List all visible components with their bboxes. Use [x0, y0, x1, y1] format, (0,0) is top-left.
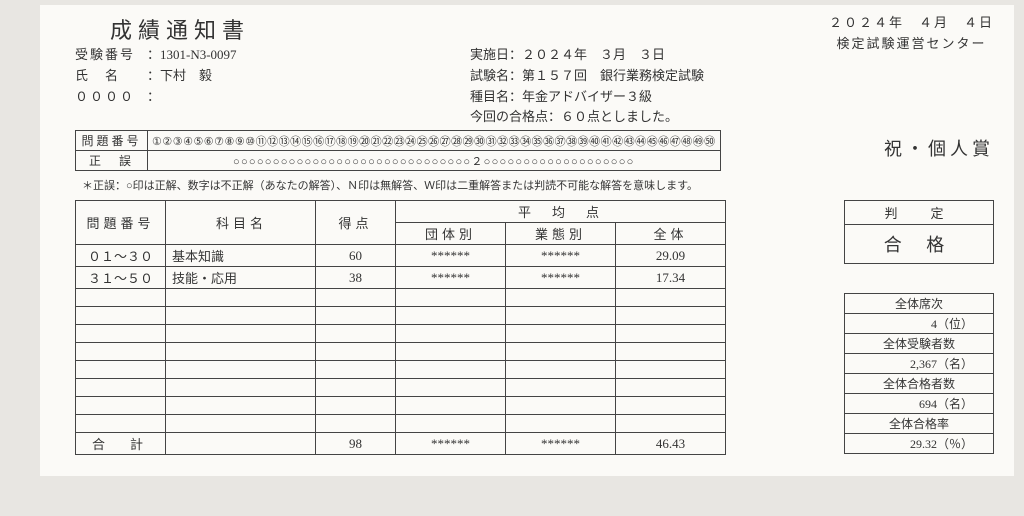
answer-row1-nums: ①②③④⑤⑥⑦⑧⑨⑩⑪⑫⑬⑭⑮⑯⑰⑱⑲⑳㉑㉒㉓㉔㉕㉖㉗㉘㉙㉚㉛㉜㉝㉞㉟㊱㊲㊳㊴㊵… — [148, 131, 721, 151]
table-row — [76, 325, 726, 343]
answer-row2-label: 正 誤 — [76, 151, 148, 171]
result-label: 判 定 — [845, 201, 994, 225]
passmark: ６０点としました。 — [561, 109, 678, 124]
exam-date: ２０２４年 ３月 ３日 — [522, 47, 665, 62]
exam-date-label: 実施日： — [470, 47, 522, 62]
table-row — [76, 289, 726, 307]
examinees-label: 全体受験者数 — [845, 334, 994, 354]
exam-subject: 年金アドバイザー３級 — [522, 89, 652, 104]
report-sheet: 成績通知書 受験番号：1301-N3-0097 氏 名：下村 毅 ００００： 実… — [40, 5, 1014, 476]
rate-value: 29.32（％） — [845, 434, 994, 454]
table-row — [76, 379, 726, 397]
table-row: ３１～５０ 技能・応用 38 ****** ****** 17.34 — [76, 267, 726, 289]
rank-label: 全体席次 — [845, 294, 994, 314]
hdr-question: 問題番号 — [76, 201, 166, 245]
hdr-subject: 科目名 — [166, 201, 316, 245]
applicant-block: 受験番号：1301-N3-0097 氏 名：下村 毅 ００００： — [75, 45, 237, 107]
applicant-name: 下村 毅 — [160, 68, 212, 83]
hdr-industry: 業態別 — [506, 223, 616, 245]
result-value: 合 格 — [845, 225, 994, 264]
hdr-score: 得点 — [316, 201, 396, 245]
score-area: 問題番号 科目名 得点 平 均 点 団体別 業態別 全体 ０１～３０ 基本知識 … — [75, 200, 726, 455]
issuer-block: ２０２４年 ４月 ４日 検定試験運営センター — [829, 13, 994, 55]
table-row — [76, 397, 726, 415]
hdr-all: 全体 — [616, 223, 726, 245]
zero-code: ００００ — [75, 87, 147, 108]
issue-date: ２０２４年 ４月 ４日 — [829, 13, 994, 34]
exam-block: 実施日：２０２４年 ３月 ３日 試験名：第１５７回 銀行業務検定試験 種目名：年… — [470, 45, 704, 128]
answer-grid: 問題番号 ①②③④⑤⑥⑦⑧⑨⑩⑪⑫⑬⑭⑮⑯⑰⑱⑲⑳㉑㉒㉓㉔㉕㉖㉗㉘㉙㉚㉛㉜㉝㉞㉟… — [75, 130, 721, 171]
hdr-group: 団体別 — [396, 223, 506, 245]
answer-row2-marks: ○○○○○○○○○○○○○○○○○○○○○○○○○○○○○○２○○○○○○○○○… — [148, 151, 721, 171]
exam-number-label: 受験番号 — [75, 45, 147, 66]
rate-label: 全体合格率 — [845, 414, 994, 434]
exam-subject-label: 種目名： — [470, 89, 522, 104]
passers-value: 694（名） — [845, 394, 994, 414]
name-label: 氏 名 — [75, 66, 147, 87]
hdr-avg: 平 均 点 — [396, 201, 726, 223]
legend-text: ＊正誤：○印は正解、数字は不正解（あなたの解答）、Ｎ印は無解答、Ｗ印は二重解答ま… — [82, 177, 698, 193]
exam-name: 第１５７回 銀行業務検定試験 — [522, 68, 704, 83]
issuer-name: 検定試験運営センター — [829, 34, 994, 55]
exam-number: 1301-N3-0097 — [160, 47, 237, 62]
table-row: ０１～３０ 基本知識 60 ****** ****** 29.09 — [76, 245, 726, 267]
table-row — [76, 361, 726, 379]
table-row — [76, 343, 726, 361]
examinees-value: 2,367（名） — [845, 354, 994, 374]
answer-row1-label: 問題番号 — [76, 131, 148, 151]
table-row — [76, 307, 726, 325]
stats-box: 全体席次 4（位） 全体受験者数 2,367（名） 全体合格者数 694（名） … — [844, 293, 994, 454]
document-title: 成績通知書 — [110, 13, 250, 45]
result-box: 判 定 合 格 — [844, 200, 994, 264]
exam-name-label: 試験名： — [470, 68, 522, 83]
score-table: 問題番号 科目名 得点 平 均 点 団体別 業態別 全体 ０１～３０ 基本知識 … — [75, 200, 726, 455]
table-row — [76, 415, 726, 433]
total-row: 合 計 98 ****** ****** 46.43 — [76, 433, 726, 455]
passmark-label: 今回の合格点： — [470, 109, 561, 124]
prize-text: 祝・個人賞 — [884, 135, 994, 161]
passers-label: 全体合格者数 — [845, 374, 994, 394]
rank-value: 4（位） — [845, 314, 994, 334]
